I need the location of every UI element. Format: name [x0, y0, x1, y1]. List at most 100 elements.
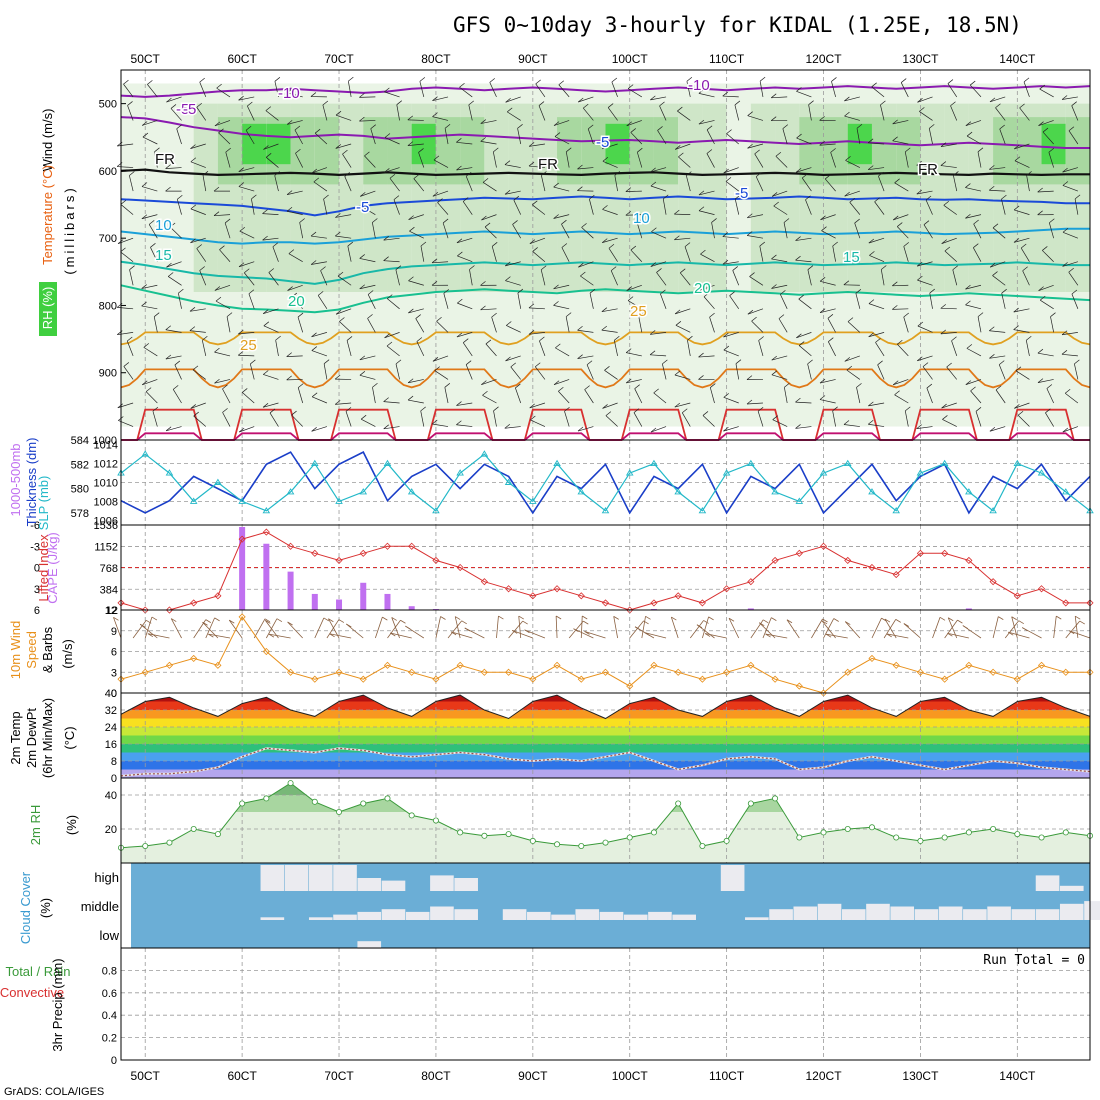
wind-barb-flag [1042, 246, 1048, 251]
wind-barb [553, 214, 570, 219]
wind-barb [674, 213, 691, 215]
precip-tick: 0.8 [102, 965, 117, 977]
wind-barb-flag [244, 268, 250, 274]
wind-barb-flag [1074, 194, 1081, 200]
wind-barb-flag [154, 147, 160, 153]
slp-point [383, 459, 392, 467]
wind-barb-flag [268, 268, 275, 273]
rh-band [944, 103, 970, 293]
wind-barb-flag [416, 337, 423, 342]
cloud-middle-cell [333, 914, 357, 920]
wind-barb [894, 182, 909, 192]
wind10-barb-flag [895, 619, 901, 623]
wind-barb-flag [854, 218, 860, 224]
wind10-barb [496, 616, 499, 639]
wind-barb [553, 120, 570, 126]
wind-barb-flag [297, 312, 304, 318]
wind-barb [408, 379, 424, 384]
wind-barb [129, 269, 134, 286]
isotherm-label: 10 [633, 210, 650, 227]
wind-barb-flag [530, 415, 536, 421]
wind-barb-flag [1062, 228, 1069, 233]
wind-barb [189, 308, 206, 312]
wind10-point [287, 668, 295, 676]
li-point [165, 606, 174, 614]
wind-barb-flag [649, 330, 656, 335]
li-point [553, 585, 561, 593]
wind10-barb [944, 619, 958, 639]
wind-barb-flag [771, 284, 777, 289]
thickness-tick: 582 [71, 459, 89, 471]
rh-band [435, 117, 461, 185]
wind-barb [395, 363, 400, 380]
wind10-point [214, 661, 222, 669]
wind-barb-flag [506, 321, 512, 326]
wind10-barb-flag [1008, 631, 1014, 636]
wind-barb-flag [577, 186, 583, 191]
wind-barb-flag [299, 218, 305, 223]
li-tick: 0 [34, 563, 40, 575]
wind-barb [702, 415, 715, 427]
wind-barb-flag [674, 370, 681, 376]
wind-barb-flag [216, 83, 222, 89]
wind-barb [529, 237, 546, 244]
wind-barb-flag [413, 174, 420, 179]
wind-barb-flag [843, 258, 850, 264]
wind-barb [679, 272, 691, 286]
li-point [480, 578, 488, 586]
wind-barb-flag [317, 291, 324, 296]
wind-barb-flag [463, 338, 469, 343]
wind-barb [1001, 293, 1006, 309]
wind10-barb [886, 633, 909, 639]
wind10-point [1013, 675, 1021, 683]
wind-barb-flag [265, 153, 272, 158]
isotherm-10 [120, 227, 1090, 245]
wind-barb [323, 198, 328, 215]
wind10-barb-flag [884, 618, 891, 623]
wind-barb [798, 345, 812, 357]
wind-barb-flag [1068, 267, 1074, 273]
wind10-barb-flag [671, 616, 677, 621]
wind-barb-flag [771, 355, 777, 361]
wind-barb [942, 419, 957, 427]
wind-barb [346, 340, 352, 356]
wind-barb-flag [699, 286, 705, 291]
wind-barb [916, 426, 933, 429]
rh-band [557, 117, 582, 185]
li-point [868, 563, 876, 572]
temp-band [121, 710, 1090, 719]
wind-barb [196, 107, 207, 121]
wind10-barb-flag [759, 622, 765, 627]
wind-barb-flag [869, 251, 875, 256]
li-tick: 3 [34, 584, 40, 596]
wind-barb [348, 81, 352, 97]
wind-barb-flag [408, 215, 414, 220]
cape-bar [384, 593, 391, 610]
wind-barb-flag [819, 116, 825, 121]
rh-band [217, 117, 243, 185]
wind-barb [607, 107, 618, 121]
wind-barb-flag [650, 181, 657, 187]
wind-barb-flag [169, 222, 176, 228]
wind-barb-flag [443, 289, 450, 294]
wind-barb-flag [722, 91, 728, 97]
wind-barb [1013, 308, 1030, 313]
temp-band [121, 761, 1090, 770]
wind-barb [123, 366, 134, 380]
slp-point [238, 497, 246, 504]
wind-barb-flag [482, 178, 489, 183]
wind-barb-flag [480, 281, 486, 286]
wind-barb [904, 410, 909, 427]
wind10-barb [512, 630, 533, 639]
wind-barb-flag [432, 112, 438, 117]
wind-barb-flag [387, 294, 393, 299]
cape-bar [287, 571, 294, 610]
wind-barb-flag [1042, 127, 1049, 133]
wind10-barb-flag [786, 619, 793, 624]
wind-barb-flag [238, 95, 244, 101]
wind-barb [807, 269, 812, 286]
wind-barb-flag [515, 383, 521, 389]
wind-barb-flag [916, 160, 922, 166]
wind-barb [703, 296, 715, 310]
